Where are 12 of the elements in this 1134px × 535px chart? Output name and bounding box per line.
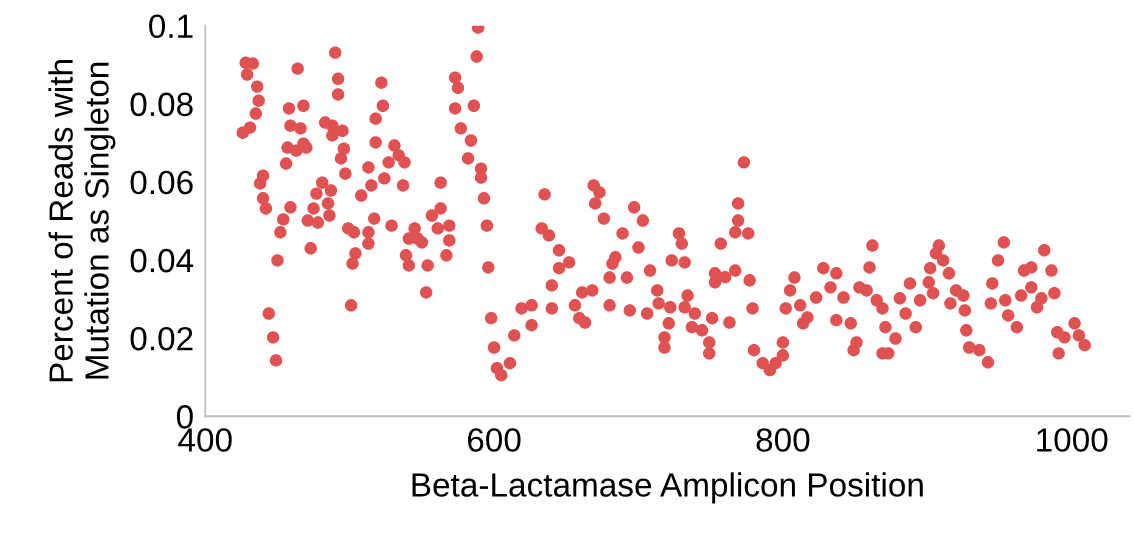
y-tick-label: 0.06 [130,170,193,195]
x-axis-title: Beta-Lactamase Amplicon Position [412,472,923,504]
x-tick-label: 400 [178,428,232,452]
x-tick-label: 800 [756,428,810,452]
y-tick-label: 0.1 [149,14,193,39]
y-tick-label: 0.04 [130,248,194,273]
y-tick-label: 0.02 [130,326,193,351]
x-tick-label: 600 [467,428,521,452]
y-axis-title: Percent of Reads with Mutation as Singleton [48,60,116,382]
x-tick-label: 1000 [1037,428,1108,452]
y-tick-label: 0 [176,405,193,429]
y-tick-label: 0.08 [130,92,193,117]
